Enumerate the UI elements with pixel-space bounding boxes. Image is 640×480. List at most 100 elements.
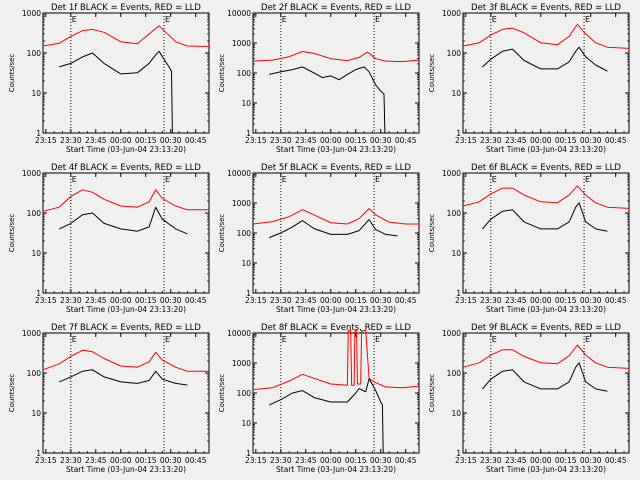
y-tick-label: 100: [237, 229, 252, 238]
y-tick-label: 10: [31, 409, 41, 418]
x-tick-label: 00:15: [345, 456, 367, 465]
y-tick-label: 1: [36, 449, 41, 458]
x-tick-label: 23:15: [35, 136, 57, 145]
x-tick-label: 00:15: [135, 136, 157, 145]
y-tick-label: 10: [451, 409, 461, 418]
panel-title: Det 9f BLACK = Events, RED = LLD: [471, 323, 621, 333]
chart-panel-9: Det 9f BLACK = Events, RED = LLD Counts/s…: [428, 323, 630, 474]
x-tick-label: 00:00: [320, 296, 342, 305]
panel-title: Det 6f BLACK = Events, RED = LLD: [471, 163, 621, 173]
y-tick-label: 10: [31, 89, 41, 98]
x-tick-label: 00:45: [605, 456, 627, 465]
x-axis-label: Start Time (03-Jun-04 23:13:20): [276, 305, 396, 314]
events-series-line: [482, 202, 608, 232]
chart-panel-5: Det 5f BLACK = Events, RED = LLD Counts/s…: [218, 163, 420, 314]
lld-series-line: [462, 185, 630, 209]
y-tick-label: 1000: [22, 9, 41, 18]
x-tick-label: 00:00: [530, 296, 552, 305]
x-tick-label: 23:30: [480, 456, 502, 465]
x-tick-label: 00:30: [160, 136, 182, 145]
chart-panel-3: Det 3f BLACK = Events, RED = LLD Counts/s…: [428, 3, 630, 154]
chart-panel-7: Det 7f BLACK = Events, RED = LLD Counts/s…: [8, 323, 210, 474]
y-tick-label: 1: [246, 289, 251, 298]
x-tick-label: 00:30: [370, 296, 392, 305]
x-tick-label: 00:15: [345, 296, 367, 305]
x-tick-label: 00:30: [160, 456, 182, 465]
chart-panel-4: Det 4f BLACK = Events, RED = LLD Counts/s…: [8, 163, 210, 314]
y-axis-label: Counts/sec: [218, 214, 226, 253]
x-tick-label: 00:45: [605, 296, 627, 305]
x-axis-label: Start Time (03-Jun-04 23:13:20): [486, 305, 606, 314]
marker-label: E: [492, 335, 497, 344]
marker-label: E: [492, 15, 497, 24]
y-tick-label: 10: [451, 249, 461, 258]
events-series-line: [482, 46, 608, 72]
y-axis-label: Counts/sec: [8, 214, 16, 253]
y-tick-label: 10: [31, 249, 41, 258]
x-tick-label: 23:15: [35, 456, 57, 465]
marker-label: E: [72, 15, 77, 24]
x-tick-label: 00:00: [110, 456, 132, 465]
x-axis-label: Start Time (03-Jun-04 23:13:20): [66, 465, 186, 474]
plot-frame: [252, 172, 420, 294]
x-tick-label: 00:45: [185, 296, 207, 305]
x-tick-label: 23:15: [245, 136, 267, 145]
plot-frame: [252, 12, 420, 134]
x-tick-label: 23:15: [455, 456, 477, 465]
plot-frame: [42, 172, 210, 294]
x-tick-label: 00:00: [110, 136, 132, 145]
panel-title: Det 1f BLACK = Events, RED = LLD: [51, 3, 201, 13]
x-tick-label: 00:45: [395, 136, 417, 145]
marker-label: E: [585, 175, 590, 184]
y-tick-label: 1: [456, 289, 461, 298]
y-axis-label: Counts/sec: [428, 214, 436, 253]
marker-label: E: [282, 175, 287, 184]
plot-frame: [462, 332, 630, 454]
x-tick-label: 00:15: [345, 136, 367, 145]
y-tick-label: 100: [27, 369, 42, 378]
x-tick-label: 23:15: [245, 456, 267, 465]
plot-frame: [462, 12, 630, 134]
x-tick-label: 00:15: [555, 456, 577, 465]
events-series-line: [269, 219, 398, 239]
lld-series-line: [252, 330, 420, 391]
events-series-line: [482, 362, 608, 392]
x-tick-label: 23:15: [455, 136, 477, 145]
x-tick-label: 00:30: [370, 456, 392, 465]
x-tick-label: 00:30: [160, 296, 182, 305]
chart-panel-1: Det 1f BLACK = Events, RED = LLD Counts/s…: [8, 3, 210, 154]
x-tick-label: 00:45: [605, 136, 627, 145]
chart-panel-6: Det 6f BLACK = Events, RED = LLD Counts/s…: [428, 163, 630, 314]
plot-frame: [42, 12, 210, 134]
y-tick-label: 1000: [442, 9, 461, 18]
chart-panel-2: Det 2f BLACK = Events, RED = LLD Counts/s…: [218, 3, 420, 154]
y-tick-label: 1000: [232, 359, 251, 368]
y-tick-label: 10: [451, 89, 461, 98]
plot-frame: [252, 332, 420, 454]
lld-series-line: [42, 349, 209, 372]
x-tick-label: 23:30: [480, 296, 502, 305]
x-tick-label: 23:45: [85, 456, 107, 465]
x-tick-label: 23:45: [85, 136, 107, 145]
x-tick-label: 23:45: [505, 136, 527, 145]
y-tick-label: 100: [237, 69, 252, 78]
x-tick-label: 00:00: [320, 456, 342, 465]
y-tick-label: 10000: [227, 9, 251, 18]
events-series-line: [58, 206, 188, 235]
x-tick-label: 00:45: [185, 456, 207, 465]
x-tick-label: 23:30: [60, 136, 82, 145]
y-tick-label: 1: [36, 289, 41, 298]
x-tick-label: 23:45: [295, 136, 317, 145]
marker-label: E: [72, 175, 77, 184]
y-tick-label: 1: [246, 449, 251, 458]
marker-label: E: [165, 175, 170, 184]
chart-panel-8: Det 8f BLACK = Events, RED = LLD Counts/s…: [218, 323, 420, 474]
y-tick-label: 1000: [22, 329, 41, 338]
x-tick-label: 00:45: [185, 136, 207, 145]
marker-label: E: [585, 335, 590, 344]
x-tick-label: 23:30: [60, 296, 82, 305]
y-axis-label: Counts/sec: [8, 54, 16, 93]
events-series-line: [269, 66, 386, 134]
y-tick-label: 100: [447, 49, 462, 58]
